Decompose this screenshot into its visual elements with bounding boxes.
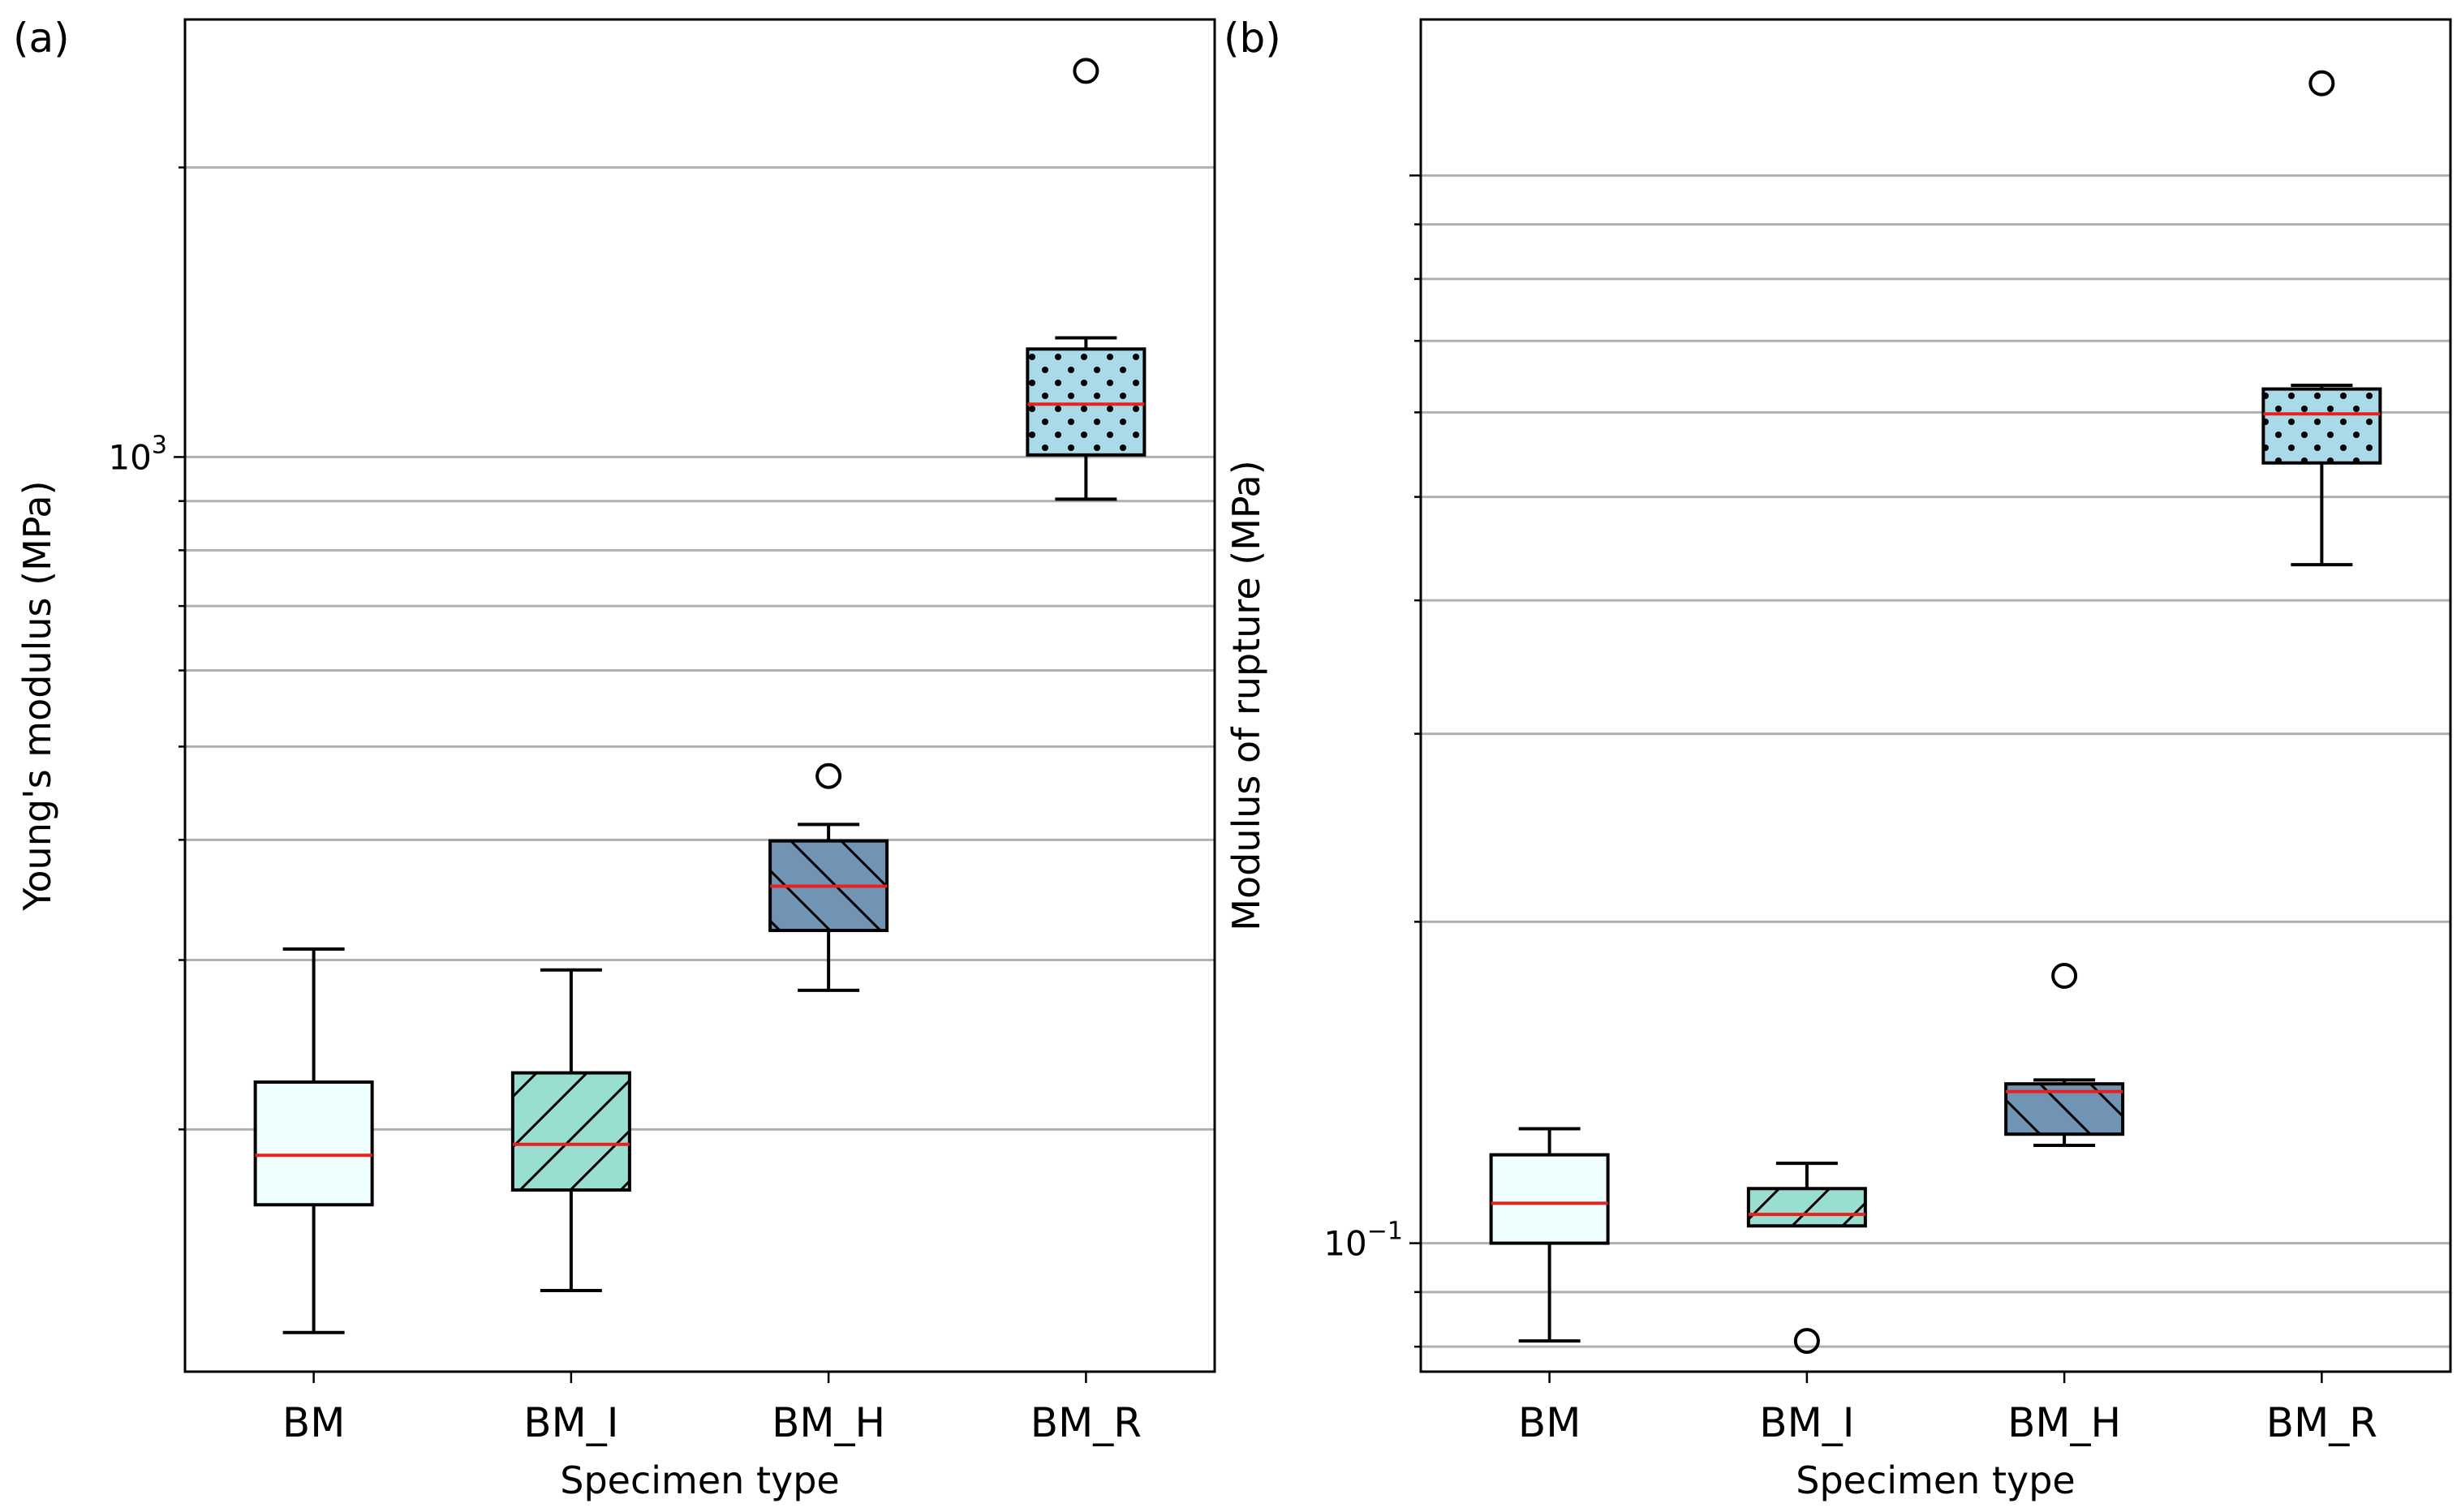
box-bm: BM xyxy=(1489,1127,1610,1446)
grid-lines xyxy=(1409,174,2450,1348)
x-tick-label: BM_H xyxy=(772,1399,885,1446)
box-bm-r: BM_R xyxy=(1026,58,1147,1446)
box-bm-h: BM_H xyxy=(768,762,889,1446)
box-hatch xyxy=(512,1072,630,1191)
panel-b: 10−1 BM BM_I BM_H BM_R Specimen type Modulus o… xyxy=(1224,18,2452,1502)
box-hatch xyxy=(1027,349,1145,455)
axes-frame xyxy=(183,18,1216,1373)
x-tick-label: BM_R xyxy=(1030,1399,1142,1446)
box-bm-h: BM_H xyxy=(2004,962,2125,1446)
x-tick-label: BM xyxy=(282,1399,345,1446)
outlier-point xyxy=(1073,58,1099,84)
box-outline xyxy=(1026,347,1147,457)
x-tick-label: BM_R xyxy=(2266,1399,2377,1446)
box-fill xyxy=(1491,1154,1608,1244)
panel-label-b: (b) xyxy=(1224,15,1281,62)
box-outline xyxy=(2261,387,2382,465)
outlier-point xyxy=(2308,70,2335,97)
y-tick-label: 103 xyxy=(108,431,167,477)
outlier-point xyxy=(1793,1328,1820,1355)
y-axis-label: Young's modulus (MPa) xyxy=(15,480,59,911)
box-outline xyxy=(253,1080,374,1207)
grid-lines xyxy=(174,165,1215,1131)
box-outline xyxy=(1489,1153,1610,1245)
x-tick-label: BM xyxy=(1518,1399,1581,1446)
y-axis-label: Modulus of rupture (MPa) xyxy=(1224,460,1268,930)
x-axis-label: Specimen type xyxy=(560,1458,839,1502)
box-fill xyxy=(255,1081,372,1205)
box-hatch xyxy=(1748,1188,1865,1226)
panel-a: 103 BM BM_I BM_H BM_R Specimen type Young's mo… xyxy=(15,18,1216,1502)
box-outline xyxy=(510,1071,631,1192)
x-tick-label: BM_I xyxy=(1759,1399,1854,1446)
x-tick-label: BM_I xyxy=(523,1399,618,1446)
outlier-point xyxy=(815,762,842,789)
outlier-point xyxy=(2051,962,2078,989)
box-bm: BM xyxy=(253,947,374,1446)
axes-frame xyxy=(1419,18,2452,1373)
box-bm-i: BM_I xyxy=(510,968,631,1446)
y-tick-label: 10−1 xyxy=(1323,1218,1403,1264)
box-outline xyxy=(1746,1187,1867,1228)
panel-label-a: (a) xyxy=(13,15,70,62)
box-outline xyxy=(2004,1082,2125,1136)
box-bm-r: BM_R xyxy=(2261,70,2382,1446)
box-hatch xyxy=(2263,389,2381,463)
x-axis-label: Specimen type xyxy=(1796,1458,2075,1502)
x-tick-label: BM_H xyxy=(2007,1399,2121,1446)
box-bm-i: BM_I xyxy=(1746,1162,1867,1446)
